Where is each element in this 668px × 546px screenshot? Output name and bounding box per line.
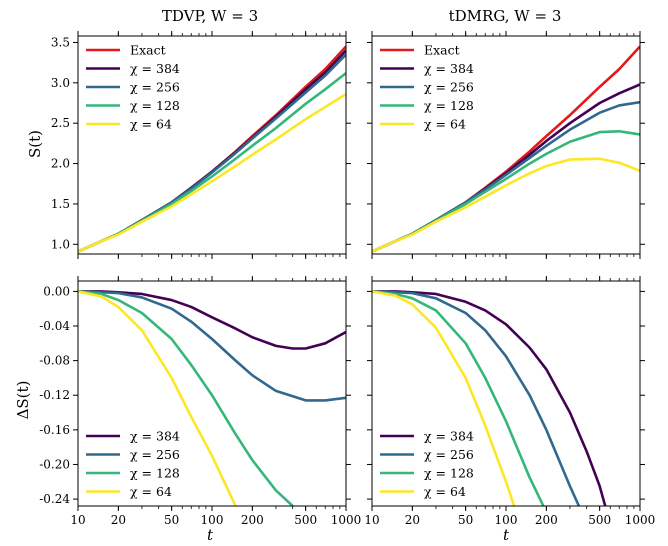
panel-bottom-left: 10 20 50 100 200 500 1000 0.00 -0.04 -0.08 -0.12 -0… [39, 276, 361, 527]
x-tick-label: 1000 [625, 513, 656, 527]
y-tick-label: 1.5 [51, 197, 70, 211]
y-tick-label: -0.20 [39, 457, 70, 471]
y-tick-label: 1.0 [51, 237, 70, 251]
series-line-0-3 [78, 72, 346, 253]
x-tick-label: 50 [458, 513, 473, 527]
y-tick-label: 3.0 [51, 76, 70, 90]
series-line-2-1 [78, 290, 346, 402]
bottom-right-xlabel: t [503, 526, 510, 544]
series-line-3-1 [372, 290, 581, 506]
legend: χ = 384 χ = 256 χ = 128 χ = 64 [86, 429, 180, 499]
x-tick-label: 20 [111, 513, 126, 527]
y-tick-label: 2.5 [51, 116, 70, 130]
legend-label: Exact [130, 43, 166, 58]
y-tick-label: 2.0 [51, 157, 70, 171]
x-tick-label: 50 [164, 513, 179, 527]
series-line-0-4 [78, 93, 346, 253]
series-line-3-3 [372, 290, 516, 506]
legend-label: χ = 256 [130, 80, 180, 95]
panel-bottom-right: 10 20 50 100 200 500 1000 χ = 384 χ = 256 χ = 128… [364, 276, 655, 527]
x-tick-label: 100 [201, 513, 224, 527]
legend-label: χ = 128 [130, 98, 180, 113]
bottom-left-xlabel: t [207, 526, 214, 544]
legend: Exact χ = 384 χ = 256 χ = 128 χ = 64 [380, 43, 474, 132]
legend-label: χ = 128 [424, 98, 474, 113]
legend-label: χ = 64 [130, 117, 172, 132]
x-tick-label: 100 [495, 513, 518, 527]
y-tick-label: -0.16 [39, 423, 70, 437]
panel-top-left: 1.0 1.5 2.0 2.5 3.0 3.5 Exact χ = 384 χ = 256 χ =… [51, 31, 351, 259]
series-line-2-2 [78, 290, 294, 506]
legend-label: χ = 384 [424, 429, 474, 444]
series-line-3-2 [372, 290, 545, 506]
series-line-0-1 [78, 49, 346, 253]
x-tick-label: 20 [405, 513, 420, 527]
x-tick-label: 500 [294, 513, 317, 527]
y-tick-label: -0.08 [39, 354, 70, 368]
top-left-title: TDVP, W = 3 [162, 7, 258, 25]
legend-label: Exact [424, 43, 460, 58]
series-line-0-0 [78, 45, 346, 253]
series-line-2-3 [78, 290, 237, 506]
y-tick-label: -0.04 [39, 319, 70, 333]
panel-top-right: Exact χ = 384 χ = 256 χ = 128 χ = 64 [367, 31, 645, 259]
series-line-1-4 [372, 157, 640, 253]
legend-label: χ = 256 [130, 447, 180, 462]
legend-label: χ = 64 [424, 484, 466, 499]
series-line-1-1 [372, 83, 640, 253]
top-ylabel: S(t) [26, 130, 44, 158]
legend: Exact χ = 384 χ = 256 χ = 128 χ = 64 [86, 43, 180, 132]
y-tick-label: -0.12 [39, 388, 70, 402]
legend-label: χ = 256 [424, 447, 474, 462]
x-tick-label: 200 [535, 513, 558, 527]
legend-label: χ = 128 [424, 466, 474, 481]
legend-label: χ = 64 [424, 117, 466, 132]
x-tick-label: 1000 [331, 513, 362, 527]
bottom-ylabel: ΔS(t) [14, 381, 32, 420]
x-tick-label: 10 [364, 513, 379, 527]
legend: χ = 384 χ = 256 χ = 128 χ = 64 [380, 429, 474, 499]
y-tick-label: 0.00 [43, 284, 70, 298]
y-tick-label: -0.24 [39, 492, 70, 506]
x-tick-label: 200 [241, 513, 264, 527]
legend-label: χ = 256 [424, 80, 474, 95]
series-line-0-2 [78, 53, 346, 253]
legend-label: χ = 64 [130, 484, 172, 499]
legend-label: χ = 384 [130, 61, 180, 76]
legend-label: χ = 384 [424, 61, 474, 76]
legend-label: χ = 128 [130, 466, 180, 481]
y-tick-label: 3.5 [51, 35, 70, 49]
top-right-title: tDMRG, W = 3 [449, 7, 562, 25]
x-tick-label: 10 [70, 513, 85, 527]
legend-label: χ = 384 [130, 429, 180, 444]
series-line-1-0 [372, 45, 640, 253]
x-tick-label: 500 [588, 513, 611, 527]
